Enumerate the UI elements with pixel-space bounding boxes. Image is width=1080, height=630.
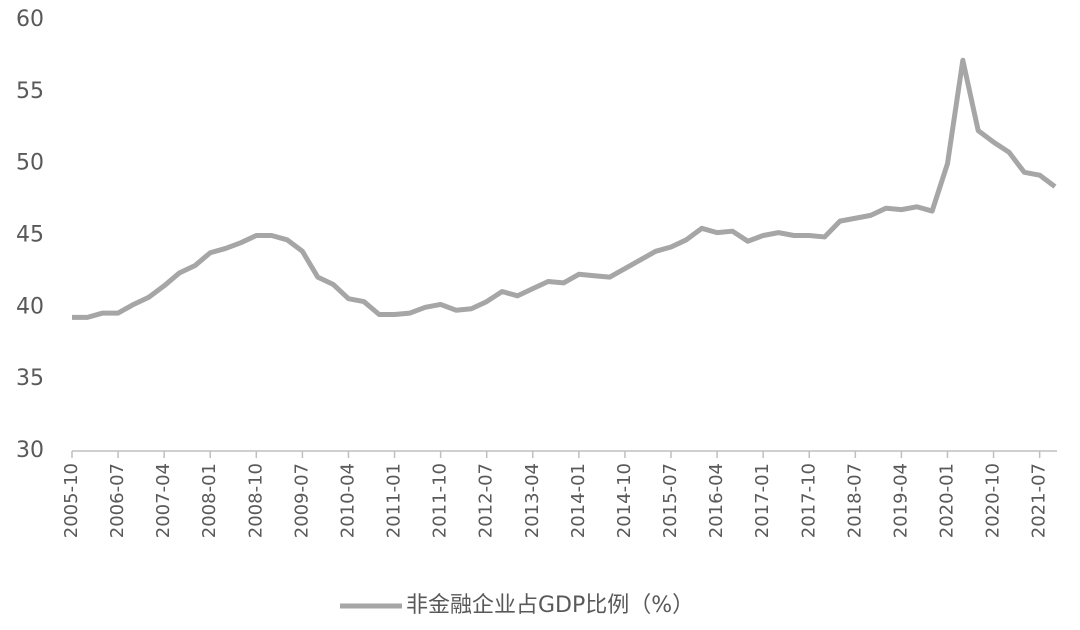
y-tick-label: 30 bbox=[16, 438, 44, 463]
x-tick-label: 2006-07 bbox=[107, 463, 128, 538]
x-tick-label: 2010-04 bbox=[337, 463, 358, 538]
y-tick-label: 55 bbox=[16, 79, 44, 104]
data-line bbox=[72, 57, 1057, 320]
x-tick-label: 2011-10 bbox=[430, 463, 451, 538]
y-tick-label: 35 bbox=[16, 366, 44, 391]
x-tick-label: 2019-04 bbox=[890, 463, 911, 538]
x-tick-label: 2018-07 bbox=[844, 463, 865, 538]
x-tick-label: 2020-10 bbox=[983, 463, 1004, 538]
y-tick-label: 45 bbox=[16, 223, 44, 248]
x-tick-label: 2005-10 bbox=[61, 463, 82, 538]
x-tick-label: 2021-07 bbox=[1029, 463, 1050, 538]
x-tick-label: 2016-04 bbox=[706, 463, 727, 538]
x-tick-label: 2011-01 bbox=[384, 463, 405, 538]
x-tick-label: 2015-07 bbox=[660, 463, 681, 538]
x-tick-label: 2017-01 bbox=[752, 463, 773, 538]
x-tick-label: 2013-04 bbox=[522, 463, 543, 538]
x-tick-label: 2014-10 bbox=[614, 463, 635, 538]
x-tick-label: 2007-04 bbox=[153, 463, 174, 538]
x-tick-label: 2008-10 bbox=[245, 463, 266, 538]
x-tick-label: 2017-10 bbox=[798, 463, 819, 538]
x-tick-label: 2020-01 bbox=[936, 463, 957, 538]
y-tick-label: 60 bbox=[16, 7, 44, 32]
x-tick-label: 2009-07 bbox=[291, 463, 312, 538]
x-tick-label: 2012-07 bbox=[476, 463, 497, 538]
x-tick-label: 2014-01 bbox=[568, 463, 589, 538]
y-tick-label: 40 bbox=[16, 294, 44, 319]
x-tick-label: 2008-01 bbox=[199, 463, 220, 538]
legend-label: 非金融企业占GDP比例（%） bbox=[406, 593, 694, 618]
y-tick-label: 50 bbox=[16, 151, 44, 176]
